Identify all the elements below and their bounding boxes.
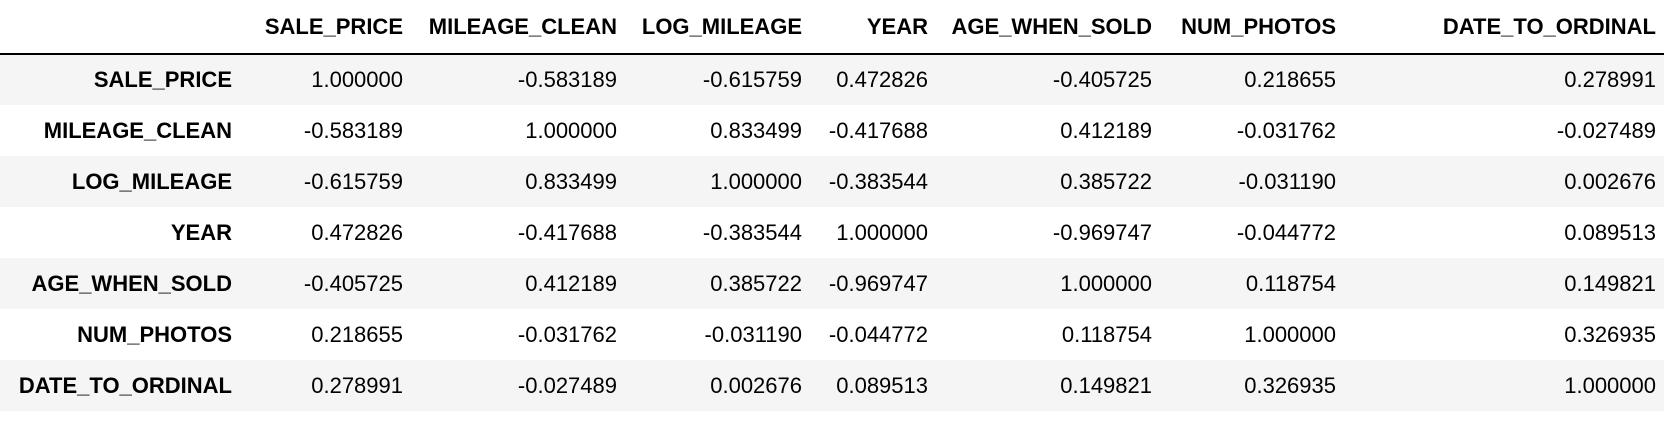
table-cell: -0.969747	[828, 270, 928, 296]
column-header: YEAR	[810, 0, 936, 55]
table-cell: 1.000000	[311, 67, 403, 92]
column-header: AGE_WHEN_SOLD	[936, 0, 1160, 55]
table-cell: -0.044772	[828, 321, 928, 347]
table-cell: 0.412189	[1060, 117, 1152, 143]
column-header: SALE_PRICE	[240, 0, 411, 55]
table-cell: 0.118754	[1061, 321, 1152, 347]
corner-cell	[0, 0, 240, 55]
table-cell: 0.149821	[1060, 372, 1152, 398]
column-header: DATE_TO_ORDINAL	[1344, 0, 1664, 55]
table-cell: 0.089513	[1564, 219, 1656, 245]
table-cell: 0.149821	[1564, 270, 1656, 296]
row-label: YEAR	[170, 219, 232, 245]
table-cell: 0.218655	[311, 321, 403, 347]
table-row: NUM_PHOTOS 0.218655 -0.031762 -0.031190 -0.0…	[0, 309, 1664, 360]
table-cell: -0.615759	[702, 67, 802, 92]
table-cell: 1.000000	[1060, 270, 1152, 296]
table-cell: -0.383544	[828, 168, 928, 194]
table-row: SALE_PRICE 1.000000 -0.583189 -0.615759 0.47…	[0, 54, 1664, 105]
table-row: DATE_TO_ORDINAL 0.278991 -0.027489 0.002676…	[0, 360, 1664, 411]
table-cell: 0.089513	[836, 372, 928, 398]
table-cell: -0.027489	[517, 372, 617, 398]
column-header: LOG_MILEAGE	[625, 0, 810, 55]
table-cell: 0.385722	[710, 270, 802, 296]
table-cell: 0.326935	[1564, 321, 1656, 347]
table-cell: -0.031762	[1236, 117, 1336, 143]
table-cell: 0.118754	[1245, 270, 1336, 296]
table-cell: -0.417688	[828, 117, 928, 143]
table-cell: 0.472826	[311, 219, 403, 245]
table-cell: -0.417688	[517, 219, 617, 245]
table-cell: -0.031190	[704, 321, 802, 347]
table-cell: 0.385722	[1060, 168, 1152, 194]
table-cell: 1.000000	[1244, 321, 1336, 347]
table-cell: -0.583189	[303, 117, 403, 143]
table-cell: 1.000000	[710, 168, 802, 194]
table-cell: -0.027489	[1556, 117, 1656, 143]
header-row: SALE_PRICE MILEAGE_CLEAN LOG_MILEAGE YEAR AG…	[0, 0, 1664, 55]
table-row: LOG_MILEAGE -0.615759 0.833499 1.000000 -0.3…	[0, 156, 1664, 207]
table-cell: 1.000000	[836, 219, 928, 245]
table-cell: -0.405725	[1052, 67, 1152, 92]
table-row: MILEAGE_CLEAN -0.583189 1.000000 0.833499 -0…	[0, 105, 1664, 156]
table-header: SALE_PRICE MILEAGE_CLEAN LOG_MILEAGE YEAR AG…	[0, 0, 1664, 55]
table-cell: 0.278991	[1564, 67, 1656, 92]
table-row: YEAR 0.472826 -0.417688 -0.383544 1.000000 -0…	[0, 207, 1664, 258]
table-cell: 1.000000	[1564, 372, 1656, 398]
table-cell: -0.405725	[303, 270, 403, 296]
table-cell: 0.002676	[710, 372, 802, 398]
table-cell: -0.044772	[1236, 219, 1336, 245]
table-cell: 0.002676	[1564, 168, 1656, 194]
table-cell: 0.218655	[1244, 67, 1336, 92]
table-cell: 0.833499	[525, 168, 617, 194]
column-header: NUM_PHOTOS	[1160, 0, 1344, 55]
table-cell: -0.031762	[517, 321, 617, 347]
row-label: DATE_TO_ORDINAL	[18, 372, 232, 398]
table-cell: -0.969747	[1052, 219, 1152, 245]
row-label: SALE_PRICE	[93, 67, 232, 92]
table-cell: -0.383544	[702, 219, 802, 245]
table-cell: -0.615759	[303, 168, 403, 194]
correlation-table: SALE_PRICE MILEAGE_CLEAN LOG_MILEAGE YEAR AG…	[0, 0, 1664, 411]
row-label: MILEAGE_CLEAN	[43, 117, 232, 143]
table-cell: 0.833499	[710, 117, 802, 143]
table-cell: 0.326935	[1244, 372, 1336, 398]
table-cell: 0.472826	[836, 67, 928, 92]
table-cell: 1.000000	[525, 117, 617, 143]
row-label: NUM_PHOTOS	[77, 321, 232, 347]
table-cell: 0.412189	[525, 270, 617, 296]
table-body: SALE_PRICE 1.000000 -0.583189 -0.615759 0.47…	[0, 54, 1664, 411]
column-header: MILEAGE_CLEAN	[411, 0, 625, 55]
table-cell: -0.583189	[517, 67, 617, 92]
table-cell: -0.031190	[1238, 168, 1336, 194]
row-label: AGE_WHEN_SOLD	[31, 270, 232, 296]
row-label: LOG_MILEAGE	[71, 168, 232, 194]
table-row: AGE_WHEN_SOLD -0.405725 0.412189 0.385722 -0…	[0, 258, 1664, 309]
table-cell: 0.278991	[311, 372, 403, 398]
